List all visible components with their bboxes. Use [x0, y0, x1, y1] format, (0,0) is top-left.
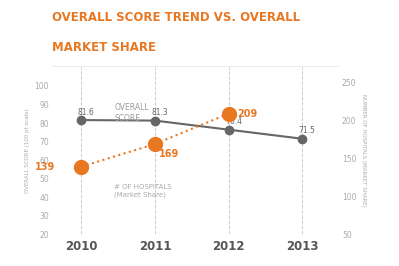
Y-axis label: OVERALL SCORE (100 pt scale): OVERALL SCORE (100 pt scale) — [26, 109, 30, 193]
Text: 71.5: 71.5 — [298, 126, 316, 135]
Text: 81.3: 81.3 — [151, 108, 168, 117]
Text: OVERALL SCORE TREND VS. OVERALL: OVERALL SCORE TREND VS. OVERALL — [52, 11, 300, 24]
Text: MARKET SHARE: MARKET SHARE — [52, 41, 156, 54]
Text: # OF HOSPITALS
(Market Share): # OF HOSPITALS (Market Share) — [115, 184, 172, 198]
Y-axis label: NUMBER OF HOSPITALS (MARKET SHARE): NUMBER OF HOSPITALS (MARKET SHARE) — [361, 94, 365, 207]
Text: 169: 169 — [159, 149, 179, 159]
Text: 81.6: 81.6 — [78, 108, 95, 117]
Text: 76.4: 76.4 — [225, 117, 242, 126]
Text: 209: 209 — [237, 109, 258, 119]
Text: 139: 139 — [35, 162, 55, 172]
Text: OVERALL
SCORE: OVERALL SCORE — [115, 103, 149, 123]
